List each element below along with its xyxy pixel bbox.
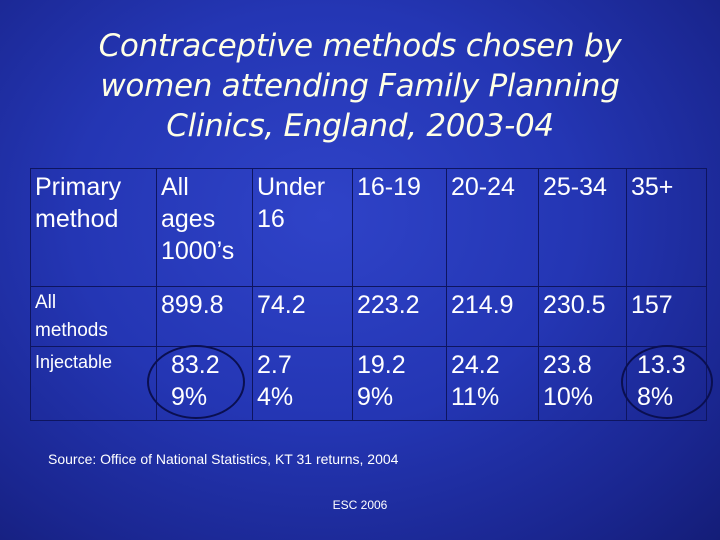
header-cell: Under 16 [252,168,353,287]
table-cell: 83.2 9% [147,345,253,421]
cell-percent: 11% [451,383,500,411]
table-row: Injectable 83.2 9% 2.7 4% 19.2 9% 24.2 1… [30,345,713,421]
slide-title: Contraceptive methods chosen by women at… [40,26,680,146]
table-header-row: Primary method All ages 1000’s Under 16 … [30,168,707,287]
contraceptive-methods-table: Primary method All ages 1000’s Under 16 … [30,168,713,421]
cell-value: 223.2 [357,291,420,319]
table-cell: 19.2 9% [352,346,447,421]
table-cell: 214.9 [446,286,539,347]
header-cell: Primary method [30,168,157,287]
header-cell: 25-34 [538,168,627,287]
header-label: method [35,205,119,233]
table-cell: 899.8 [156,286,253,347]
cell-value: 214.9 [451,291,514,319]
header-label: 20-24 [451,173,515,201]
header-label: 35+ [631,173,674,201]
header-label: 25-34 [543,173,607,201]
cell-percent: 10% [543,383,594,411]
row-label: Injectable [35,352,113,372]
table-cell: 230.5 [538,286,627,347]
table-cell: 157 [626,286,707,347]
cell-value: 24.2 [451,351,500,379]
table-cell: 74.2 [252,286,353,347]
header-label: All [161,173,189,201]
source-note: Source: Office of National Statistics, K… [48,451,399,467]
table-cell: 2.7 4% [252,346,353,421]
table-cell: 223.2 [352,286,447,347]
header-label: 1000’s [161,237,235,265]
header-label: 16 [257,205,285,233]
row-label-cell: All methods [30,286,157,347]
header-label: 16-19 [357,173,421,201]
table-cell: 13.3 8% [621,345,713,421]
cell-value: 157 [631,291,673,319]
cell-percent: 9% [357,383,394,411]
header-cell: 20-24 [446,168,539,287]
footer-text: ESC 2006 [332,498,388,512]
cell-value: 23.8 [543,351,592,379]
cell-value: 74.2 [257,291,306,319]
table-row: All methods 899.8 74.2 223.2 214.9 230.5… [30,286,707,347]
row-label: methods [35,320,108,341]
title-line: women attending Family Planning [100,68,620,104]
table-cell: 23.8 10% [538,346,627,421]
header-cell: All ages 1000’s [156,168,253,287]
header-label: Under [257,173,326,201]
row-label-cell: Injectable [30,346,157,421]
table-cell: 24.2 11% [446,346,539,421]
row-label: All [35,292,57,313]
cell-value: 19.2 [357,351,406,379]
title-line: Contraceptive methods chosen by [98,28,622,64]
cell-value: 230.5 [543,291,606,319]
header-label: ages [161,205,216,233]
title-line: Clinics, England, 2003-04 [166,108,554,144]
cell-value: 2.7 [257,351,292,379]
header-label: Primary [35,173,122,201]
header-cell: 35+ [626,168,707,287]
header-cell: 16-19 [352,168,447,287]
cell-value: 899.8 [161,291,224,319]
highlight-circle [147,345,245,419]
highlight-circle [621,345,713,419]
cell-percent: 4% [257,383,294,411]
